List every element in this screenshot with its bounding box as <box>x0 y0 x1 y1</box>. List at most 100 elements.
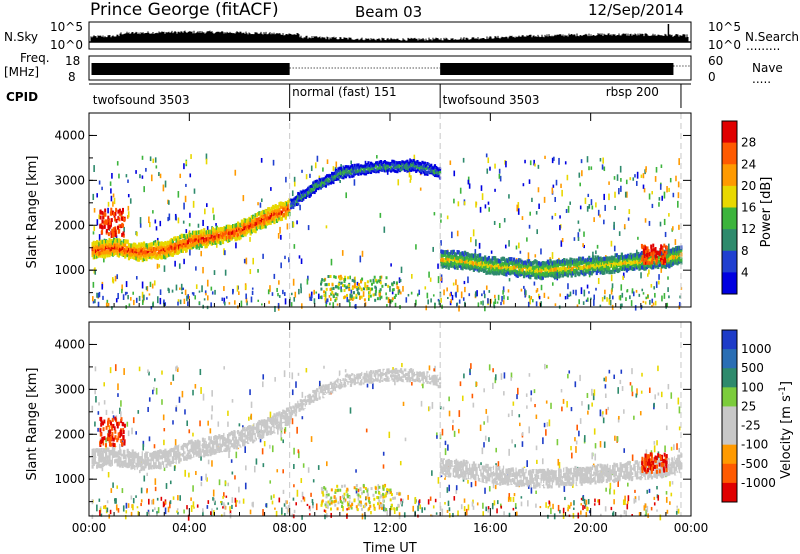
echo-cell <box>591 269 595 274</box>
strong-echo <box>665 245 668 250</box>
echo-cell <box>591 265 595 270</box>
speckle <box>96 504 98 512</box>
speckle <box>94 390 96 395</box>
echo-cell <box>442 263 445 269</box>
speckle <box>613 176 616 180</box>
echo-cell <box>223 232 226 237</box>
echo-cell <box>329 181 332 185</box>
echo-cell <box>275 218 279 223</box>
speckle <box>588 510 591 514</box>
echo-cell <box>603 267 606 272</box>
clutter <box>402 285 404 292</box>
speckle <box>529 160 532 166</box>
speckle <box>623 409 625 414</box>
echo-cell <box>125 245 128 251</box>
echo-cell <box>308 190 311 194</box>
echo-cell <box>134 255 137 260</box>
echo-cell <box>378 166 381 170</box>
echo-cell <box>332 181 335 185</box>
speckle <box>593 428 596 435</box>
speckle <box>618 188 620 195</box>
speckle <box>178 396 181 403</box>
echo-cell <box>107 250 110 255</box>
clutter <box>416 293 419 297</box>
echo-cell <box>210 241 213 246</box>
clutter <box>604 289 606 295</box>
speckle <box>392 367 394 372</box>
echo-cell <box>191 230 195 235</box>
speckle <box>449 160 452 165</box>
speckle <box>428 271 430 278</box>
echo-cell <box>451 262 454 267</box>
echo-cell <box>566 273 570 278</box>
echo-cell <box>622 260 625 265</box>
echo-cell <box>185 248 188 253</box>
clutter <box>97 301 100 307</box>
speckle <box>372 382 374 390</box>
speckle <box>550 507 552 515</box>
echo-cell <box>546 271 549 276</box>
speckle <box>223 366 226 370</box>
speckle <box>619 165 622 173</box>
speckle <box>659 221 662 227</box>
speckle <box>460 291 463 299</box>
echo-cell <box>198 242 201 247</box>
echo-cell <box>494 264 497 270</box>
echo-cell <box>267 210 270 215</box>
speckle <box>276 287 278 293</box>
strong-echo <box>652 243 655 248</box>
strong-echo <box>662 255 665 260</box>
echo-cell <box>162 254 166 259</box>
echo-cell <box>378 168 381 172</box>
speckle <box>285 176 287 183</box>
speckle <box>617 417 620 423</box>
echo-cell <box>142 253 146 259</box>
echo-cell <box>283 206 286 211</box>
echo-cell <box>561 262 565 267</box>
echo-cell <box>196 230 200 235</box>
speckle <box>205 153 208 160</box>
midday-echo <box>338 277 341 281</box>
echo-cell <box>627 257 630 262</box>
echo-cell <box>505 265 508 271</box>
echo-cell <box>537 274 541 279</box>
echo-cell <box>644 251 647 257</box>
echo-cell <box>578 266 581 271</box>
echo-cell <box>361 170 364 174</box>
speckle <box>579 418 582 424</box>
echo-cell <box>590 271 593 276</box>
echo-cell <box>450 260 453 265</box>
midday-echo <box>320 280 323 284</box>
echo-cell <box>600 257 603 262</box>
speckle <box>536 459 538 464</box>
echo-cell <box>652 265 655 270</box>
echo-cell <box>650 265 654 270</box>
echo-cell <box>580 265 583 270</box>
echo-cell <box>367 164 370 168</box>
echo-cell <box>426 166 429 170</box>
echo-cell <box>254 229 257 234</box>
echo-cell <box>471 256 474 261</box>
echo-cell <box>490 268 493 273</box>
echo-cell <box>180 242 183 247</box>
y-tick-label: 3000 <box>54 173 85 187</box>
speckle <box>341 250 344 256</box>
echo-cell <box>519 268 522 273</box>
echo-cell <box>314 181 317 185</box>
echo-cell <box>267 220 270 226</box>
speckle <box>110 195 113 202</box>
echo-cell <box>584 258 587 263</box>
echo-cell <box>164 246 167 251</box>
speckle <box>121 488 124 494</box>
speckle <box>146 490 148 494</box>
speckle <box>657 365 659 372</box>
echo-cell <box>635 265 639 270</box>
speckle <box>154 157 157 163</box>
speckle <box>105 445 107 451</box>
echo-cell <box>287 208 290 213</box>
speckle <box>663 191 666 199</box>
speckle <box>135 170 137 174</box>
echo-cell <box>322 180 325 184</box>
clutter <box>410 291 413 295</box>
speckle <box>617 480 619 487</box>
